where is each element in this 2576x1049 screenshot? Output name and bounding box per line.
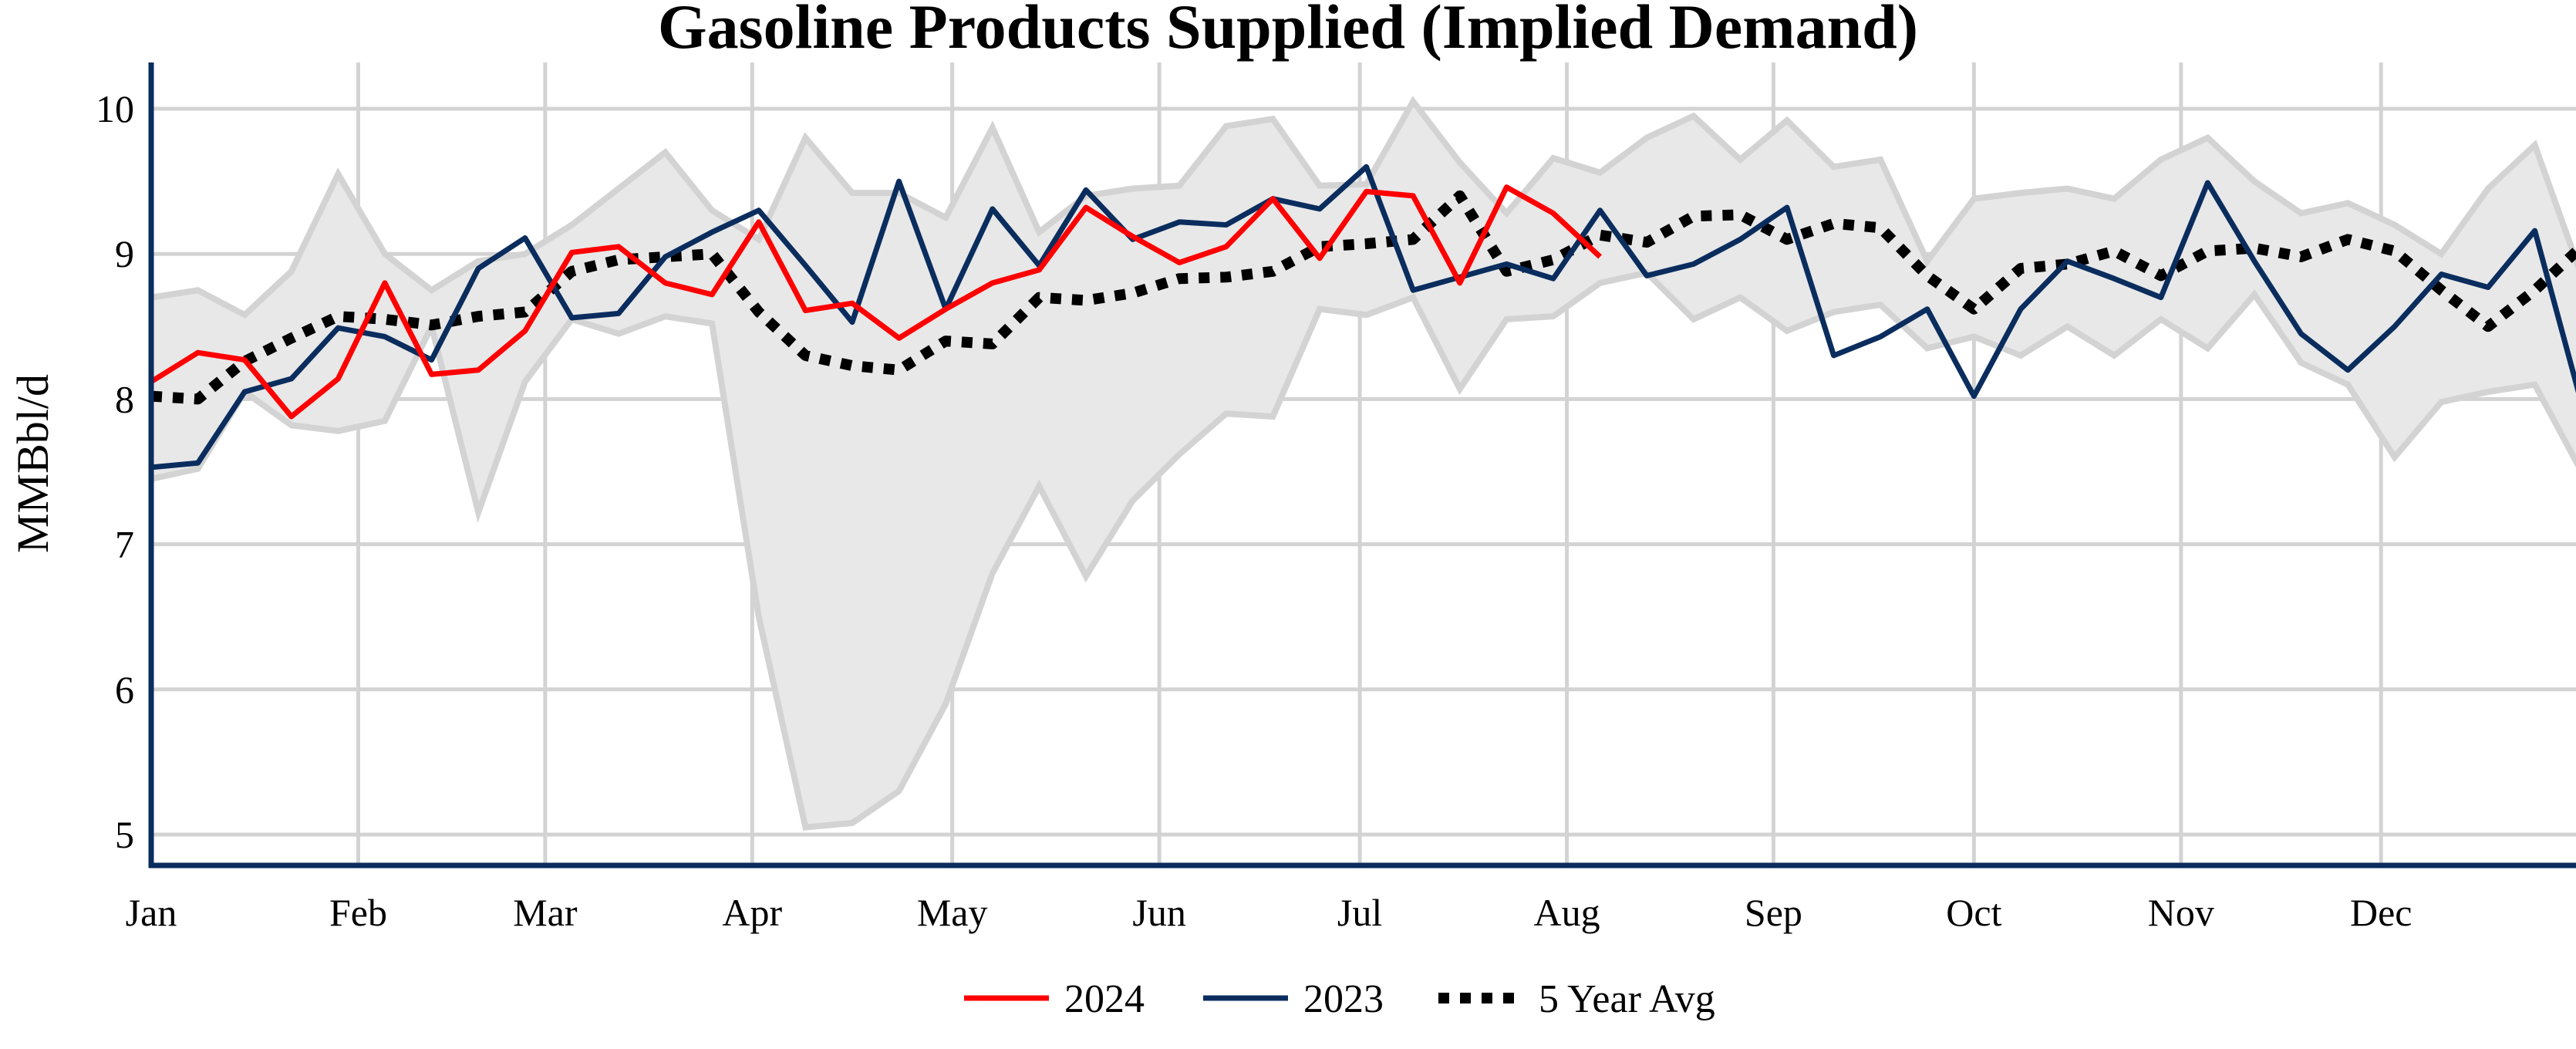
x-tick-label: Oct (1946, 891, 2001, 934)
y-axis-label: MMBbl/d (8, 374, 58, 553)
range-max-line (151, 96, 2576, 319)
series-line-2024 (151, 184, 1602, 420)
range-band (151, 96, 2576, 831)
range-band-fill (151, 101, 2576, 828)
legend-label: 5 Year Avg (1539, 977, 1715, 1021)
x-tick-label: May (917, 891, 988, 934)
x-tick-label: Sep (1745, 891, 1802, 934)
series-line-5-year-avg (151, 190, 2576, 405)
y-tick-label: 10 (96, 87, 134, 130)
y-tick-label: 8 (115, 377, 134, 420)
x-tick-label: Mar (513, 891, 578, 934)
tick-labels: 5 6 7 8 9 10 Jan Feb Mar Apr May Jun Jul Aug Sep Oct Nov… (96, 87, 2412, 934)
x-tick-label: Jan (126, 891, 177, 934)
legend-label: 2024 (1064, 977, 1145, 1021)
chart-title: Gasoline Products Supplied (Implied Dema… (658, 0, 1918, 62)
series-lines (151, 164, 2576, 471)
series-line-2023 (151, 164, 2576, 471)
axes (148, 62, 2576, 869)
legend: 2024 2023 5 Year Avg (964, 977, 1715, 1021)
y-tick-label: 7 (115, 523, 134, 566)
x-tick-label: Dec (2350, 891, 2412, 934)
y-tick-label: 9 (115, 232, 134, 275)
legend-label: 2023 (1303, 977, 1384, 1021)
y-tick-label: 5 (115, 813, 134, 856)
x-tick-label: Aug (1534, 891, 1600, 934)
x-tick-label: Feb (329, 891, 387, 934)
x-tick-label: Apr (722, 891, 782, 934)
x-tick-label: Nov (2148, 891, 2214, 934)
x-tick-label: Jun (1132, 891, 1185, 934)
y-tick-label: 6 (115, 668, 134, 711)
x-tick-label: Jul (1337, 891, 1382, 934)
range-min-line (151, 269, 2576, 831)
